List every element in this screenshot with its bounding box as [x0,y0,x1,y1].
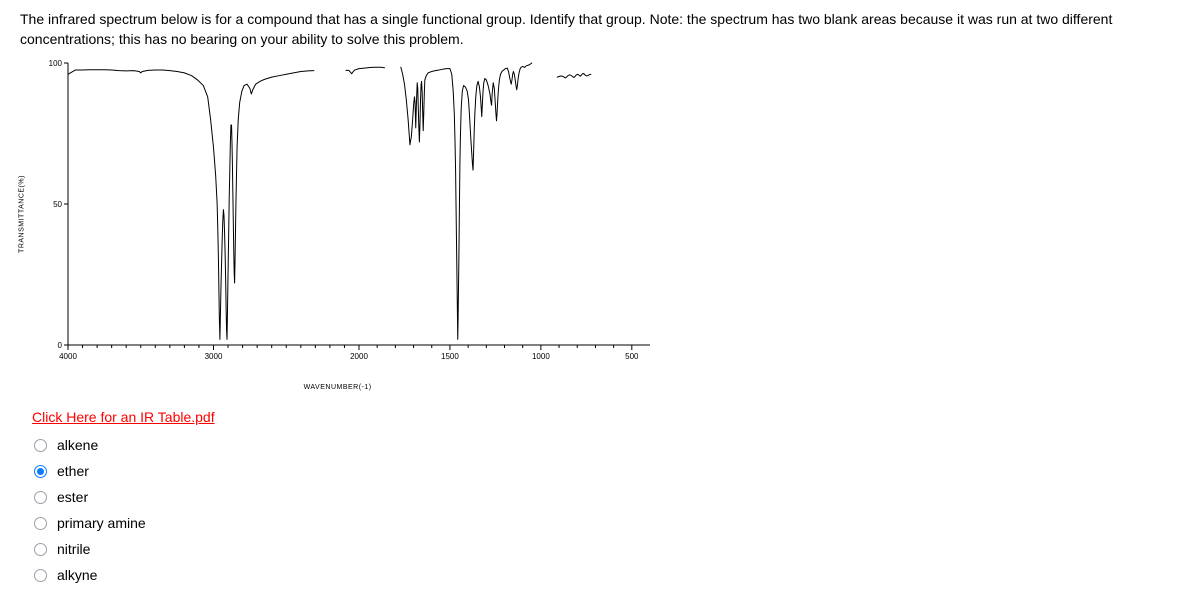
radio-button[interactable] [34,465,47,478]
option-row[interactable]: alkene [34,437,1167,453]
svg-text:1000: 1000 [532,352,550,361]
option-row[interactable]: nitrile [34,541,1167,557]
option-label: primary amine [57,515,146,531]
ir-table-link[interactable]: Click Here for an IR Table.pdf [32,409,215,425]
spectrum-svg: 0 50 100 4000 3000 2000 1500 1000 500 [40,59,660,369]
svg-text:50: 50 [53,200,62,209]
svg-text:3000: 3000 [205,352,223,361]
question-text: The infrared spectrum below is for a com… [20,10,1167,49]
option-label: alkene [57,437,98,453]
y-axis-label: TRANSMITTANCE(%) [19,175,26,253]
option-row[interactable]: primary amine [34,515,1167,531]
ir-spectrum-chart: TRANSMITTANCE(%) 05010040003000200015001… [40,59,660,369]
x-axis-label: WAVENUMBER(-1) [304,384,372,391]
svg-text:100: 100 [49,59,63,68]
radio-button[interactable] [34,517,47,530]
radio-button[interactable] [34,569,47,582]
option-label: ether [57,463,89,479]
svg-text:4000: 4000 [59,352,77,361]
svg-text:2000: 2000 [350,352,368,361]
option-row[interactable]: ether [34,463,1167,479]
radio-button[interactable] [34,439,47,452]
radio-button[interactable] [34,491,47,504]
svg-text:1500: 1500 [441,352,459,361]
svg-text:0: 0 [58,341,63,350]
radio-button[interactable] [34,543,47,556]
option-label: ester [57,489,88,505]
option-label: nitrile [57,541,90,557]
option-row[interactable]: ester [34,489,1167,505]
svg-text:500: 500 [625,352,639,361]
answer-options: alkeneetheresterprimary aminenitrilealky… [34,437,1167,583]
